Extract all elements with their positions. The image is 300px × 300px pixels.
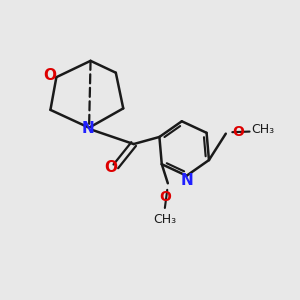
Text: N: N: [180, 173, 193, 188]
Text: O: O: [159, 190, 171, 204]
Text: N: N: [82, 121, 95, 136]
Text: O: O: [232, 124, 244, 139]
Text: O: O: [43, 68, 56, 83]
Text: O: O: [104, 160, 117, 175]
Text: CH₃: CH₃: [252, 123, 275, 136]
Text: CH₃: CH₃: [153, 213, 176, 226]
